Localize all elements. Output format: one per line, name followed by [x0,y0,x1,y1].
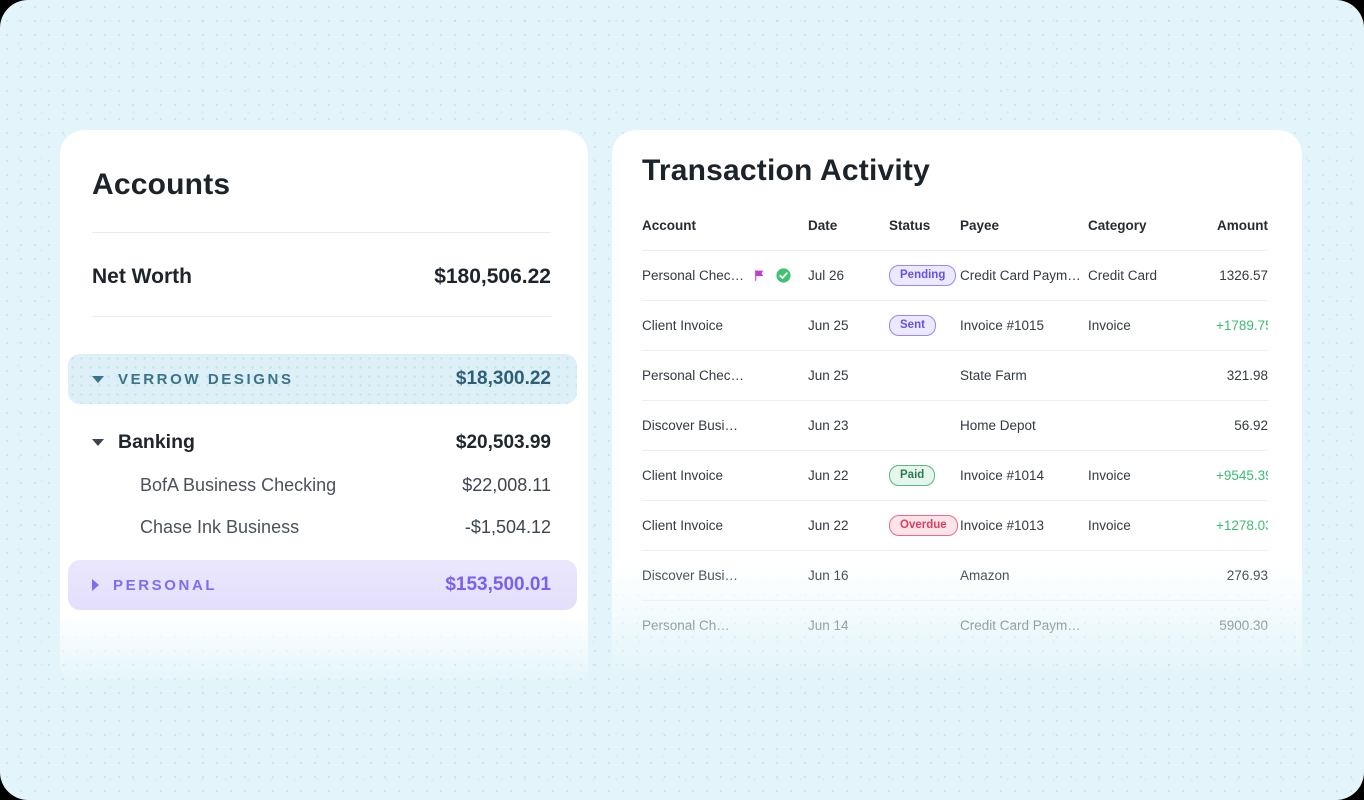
account-cell: Client Invoice [642,518,808,533]
status-badge[interactable]: Sent [889,314,936,337]
amount-cell: 56.92 [1234,418,1268,433]
account-cell: Personal Chec… [642,267,808,284]
column-header-payee: Payee [960,218,1000,233]
amount-cell: +1278.03 [1216,518,1268,533]
subgroup-amount: $20,503.99 [455,431,551,453]
account-amount: $22,008.11 [462,475,551,495]
column-header-account: Account [642,218,696,233]
account-cell: Client Invoice [642,318,808,333]
status-badge[interactable]: Pending [889,264,957,287]
date-cell: Jun 16 [808,568,849,583]
accounts-card: Accounts Net Worth $180,506.22 VERROW DE… [60,130,588,690]
date-cell: Jun 14 [808,618,849,633]
column-header-amount: Amount [1217,218,1268,233]
category-cell: Invoice [1088,518,1131,533]
group-amount: $18,300.22 [455,368,551,389]
table-row[interactable]: Client Invoice Jun 22 Paid Invoice #1014… [642,450,1268,500]
table-row[interactable]: Personal Chec… Jun 25 State Farm 321.98 [642,350,1268,400]
subgroup-row-banking[interactable]: Banking $20,503.99 [92,431,551,454]
table-header-row: Account Date Status Payee Category Amoun… [642,218,1268,250]
transaction-activity-card: Transaction Activity Account Date Status… [612,130,1302,695]
column-header-category: Category [1088,218,1147,233]
divider [92,316,551,317]
account-cell: Client Invoice [642,468,808,483]
table-row[interactable]: Personal Chec… Jul 26 Pending Credit Car… [642,250,1268,300]
column-header-status: Status [889,218,931,233]
payee-cell: Invoice #1013 [960,518,1045,533]
amount-cell: 276.93 [1226,568,1268,583]
group-row-personal[interactable]: PERSONAL $153,500.01 [68,560,577,610]
account-row-chase[interactable]: Chase Ink Business -$1,504.12 [92,517,551,538]
table-row[interactable]: Client Invoice Jun 25 Sent Invoice #1015… [642,300,1268,350]
account-name: BofA Business Checking [140,475,337,495]
net-worth-row: Net Worth $180,506.22 [92,265,551,289]
account-cell: Personal Chec… [642,368,808,383]
account-amount: -$1,504.12 [464,517,551,537]
divider [92,232,551,233]
account-name: Client Invoice [642,468,724,483]
amount-cell: 1326.57 [1219,268,1268,283]
table-row[interactable]: Discover Busi… Jun 23 Home Depot 56.92 [642,400,1268,450]
status-badge[interactable]: Overdue [889,514,958,537]
account-cell: Discover Busi… [642,568,808,583]
status-cell: Overdue [889,514,960,537]
account-cell: Discover Busi… [642,418,808,433]
account-name: Personal Chec… [642,268,745,283]
date-cell: Jun 22 [808,468,849,483]
accounts-title: Accounts [92,168,231,201]
account-cell: Personal Ch… [642,618,808,633]
payee-cell: Invoice #1014 [960,468,1045,483]
status-cell: Pending [889,264,960,287]
caret-down-icon [92,439,104,446]
category-cell: Credit Card [1088,268,1158,283]
date-cell: Jul 26 [808,268,845,283]
column-header-date: Date [808,218,838,233]
status-cell: Sent [889,314,960,337]
amount-cell: +1789.75 [1216,318,1268,333]
date-cell: Jun 22 [808,518,849,533]
status-badge[interactable]: Paid [889,464,936,487]
net-worth-value: $180,506.22 [434,265,551,288]
date-cell: Jun 25 [808,318,849,333]
group-amount: $153,500.01 [445,574,551,595]
category-cell: Invoice [1088,468,1131,483]
group-label: VERROW DESIGNS [118,370,294,388]
caret-down-icon [92,375,104,383]
payee-cell: Credit Card Paym… [960,268,1081,283]
status-cell: Paid [889,464,960,487]
account-name: Client Invoice [642,318,724,333]
group-row-verrow-designs[interactable]: VERROW DESIGNS $18,300.22 [68,354,577,404]
category-cell: Invoice [1088,318,1131,333]
account-row-bofa[interactable]: BofA Business Checking $22,008.11 [92,475,551,496]
payee-cell: State Farm [960,368,1027,383]
group-label: PERSONAL [113,576,218,594]
account-name: Personal Ch… [642,618,730,633]
table-row[interactable]: Discover Busi… Jun 16 Amazon 276.93 [642,550,1268,600]
account-name: Chase Ink Business [140,517,300,537]
date-cell: Jun 25 [808,368,849,383]
amount-cell: 321.98 [1226,368,1268,383]
account-groups: VERROW DESIGNS $18,300.22 Banking $20,50… [68,354,577,610]
check-circle-icon[interactable] [775,267,792,284]
subgroup-label: Banking [118,431,195,453]
account-name: Client Invoice [642,518,724,533]
amount-cell: 5900.30 [1219,618,1268,633]
payee-cell: Credit Card Paym… [960,618,1081,633]
caret-right-icon [92,579,99,591]
date-cell: Jun 23 [808,418,849,433]
account-name: Personal Chec… [642,368,745,383]
transactions-title: Transaction Activity [642,154,930,187]
payee-cell: Amazon [960,568,1010,583]
account-name: Discover Busi… [642,418,739,433]
flag-icon[interactable] [753,269,766,282]
net-worth-label: Net Worth [92,265,192,288]
payee-cell: Invoice #1015 [960,318,1045,333]
table-row[interactable]: Personal Ch… Jun 14 Credit Card Paym… 59… [642,600,1268,650]
amount-cell: +9545.39 [1216,468,1268,483]
account-name: Discover Busi… [642,568,739,583]
payee-cell: Home Depot [960,418,1036,433]
table-row[interactable]: Client Invoice Jun 22 Overdue Invoice #1… [642,500,1268,550]
